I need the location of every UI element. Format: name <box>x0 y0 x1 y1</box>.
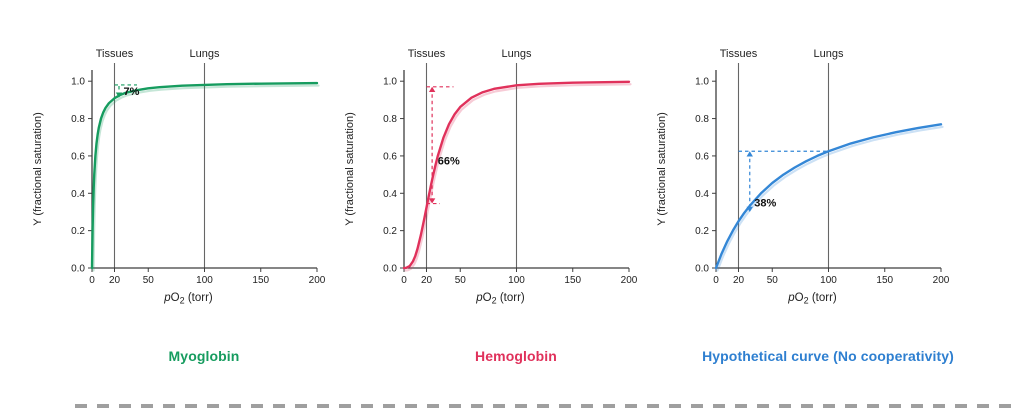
x-tick-label: 20 <box>733 275 745 286</box>
y-tick-label: 1.0 <box>71 77 85 88</box>
y-tick-label: 0.8 <box>71 114 85 125</box>
reference-line-lungs: Lungs <box>814 48 844 268</box>
saturation-difference-annotation: 38% <box>738 150 829 212</box>
x-tick-label: 0 <box>401 275 407 286</box>
x-tick-label: 50 <box>143 275 155 286</box>
myoglobin-chart-title: Myoglobin <box>168 348 240 364</box>
reference-label: Tissues <box>96 48 134 60</box>
x-tick-label: 0 <box>89 275 95 286</box>
reference-line-lungs: Lungs <box>502 48 532 268</box>
dashed-divider <box>75 404 1014 408</box>
y-tick-label: 0.8 <box>695 114 709 125</box>
x-tick-label: 200 <box>621 275 638 286</box>
y-tick-label: 0.2 <box>71 226 85 237</box>
x-tick-label: 50 <box>455 275 467 286</box>
axes: 0.0 0.2 0.4 0.6 0.8 1.0 0 20 50 100 150 200 pO2 (tor… <box>32 70 326 306</box>
saturation-curve-shadow <box>92 84 320 272</box>
myoglobin-chart-block: Tissues Lungs 0.0 0.2 0.4 0.6 0.8 1.0 0 20 50 100 15… <box>28 40 340 364</box>
percent-difference-label: 38% <box>754 197 776 209</box>
myoglobin-chart: Tissues Lungs 0.0 0.2 0.4 0.6 0.8 1.0 0 20 50 100 15… <box>32 48 326 306</box>
x-axis-label: pO2 (torr) <box>163 292 213 306</box>
x-tick-label: 150 <box>876 275 893 286</box>
x-axis-label: pO2 (torr) <box>787 292 837 306</box>
y-tick-label: 0.0 <box>71 264 85 275</box>
reference-label: Lungs <box>190 48 220 60</box>
reference-line-lungs: Lungs <box>190 48 220 268</box>
hemoglobin-chart-block: Tissues Lungs 0.0 0.2 0.4 0.6 0.8 1.0 0 20 50 100 15… <box>340 40 652 364</box>
reference-label: Lungs <box>502 48 532 60</box>
hypothetical-chart-block: Tissues Lungs 0.0 0.2 0.4 0.6 0.8 1.0 0 20 50 100 15… <box>652 40 964 364</box>
hypothetical-chart-title: Hypothetical curve (No cooperativity) <box>702 348 954 364</box>
saturation-curve <box>90 81 319 270</box>
x-axis-label: pO2 (torr) <box>475 292 525 306</box>
reference-line-tissues: Tissues <box>96 48 134 268</box>
axes: 0.0 0.2 0.4 0.6 0.8 1.0 0 20 50 100 150 200 pO2 (tor… <box>344 70 638 306</box>
arrowhead-down <box>746 206 753 212</box>
x-tick-label: 200 <box>309 275 326 286</box>
x-tick-label: 200 <box>933 275 950 286</box>
reference-label: Tissues <box>720 48 758 60</box>
hemoglobin-chart: Tissues Lungs 0.0 0.2 0.4 0.6 0.8 1.0 0 20 50 100 15… <box>344 48 638 306</box>
reference-label: Lungs <box>814 48 844 60</box>
y-axis-label: Y (fractional saturation) <box>656 112 668 226</box>
charts-row: Tissues Lungs 0.0 0.2 0.4 0.6 0.8 1.0 0 20 50 100 15… <box>28 40 964 364</box>
percent-difference-label: 7% <box>124 86 140 98</box>
arrowhead-up <box>746 151 753 157</box>
x-tick-label: 150 <box>252 275 269 286</box>
reference-line-tissues: Tissues <box>408 48 446 268</box>
hemoglobin-chart-title: Hemoglobin <box>475 348 557 364</box>
y-tick-label: 0.4 <box>71 189 85 200</box>
y-tick-label: 0.8 <box>383 114 397 125</box>
arrowhead-down <box>115 92 123 98</box>
x-tick-label: 50 <box>767 275 779 286</box>
x-tick-label: 100 <box>196 275 213 286</box>
y-tick-label: 0.6 <box>383 151 397 162</box>
x-tick-label: 0 <box>713 275 719 286</box>
y-tick-label: 0.0 <box>695 264 709 275</box>
y-tick-label: 0.6 <box>71 151 85 162</box>
x-tick-label: 20 <box>109 275 121 286</box>
y-axis-label: Y (fractional saturation) <box>344 112 356 226</box>
y-axis-label: Y (fractional saturation) <box>32 112 44 226</box>
arrowhead-up <box>428 86 436 93</box>
y-tick-label: 0.0 <box>383 264 397 275</box>
hypothetical-curve-chart: Tissues Lungs 0.0 0.2 0.4 0.6 0.8 1.0 0 20 50 100 15… <box>656 48 950 306</box>
y-tick-label: 0.6 <box>695 151 709 162</box>
percent-difference-label: 66% <box>438 155 460 167</box>
y-tick-label: 1.0 <box>695 77 709 88</box>
saturation-curve <box>402 80 631 270</box>
reference-label: Tissues <box>408 48 446 60</box>
y-tick-label: 0.4 <box>383 189 397 200</box>
y-tick-label: 1.0 <box>383 77 397 88</box>
reference-line-tissues: Tissues <box>720 48 758 268</box>
y-tick-label: 0.2 <box>695 226 709 237</box>
x-tick-label: 100 <box>820 275 837 286</box>
saturation-difference-annotation: 7% <box>114 84 140 98</box>
y-tick-label: 0.2 <box>383 226 397 237</box>
saturation-curve-shadow <box>404 83 632 272</box>
axes: 0.0 0.2 0.4 0.6 0.8 1.0 0 20 50 100 150 200 pO2 (tor… <box>656 70 950 306</box>
saturation-curve-shadow <box>716 125 944 272</box>
saturation-curve <box>714 123 943 270</box>
x-tick-label: 150 <box>564 275 581 286</box>
y-tick-label: 0.4 <box>695 189 709 200</box>
arrowhead-down <box>428 198 436 204</box>
x-tick-label: 20 <box>421 275 433 286</box>
saturation-difference-annotation: 66% <box>426 86 460 205</box>
x-tick-label: 100 <box>508 275 525 286</box>
